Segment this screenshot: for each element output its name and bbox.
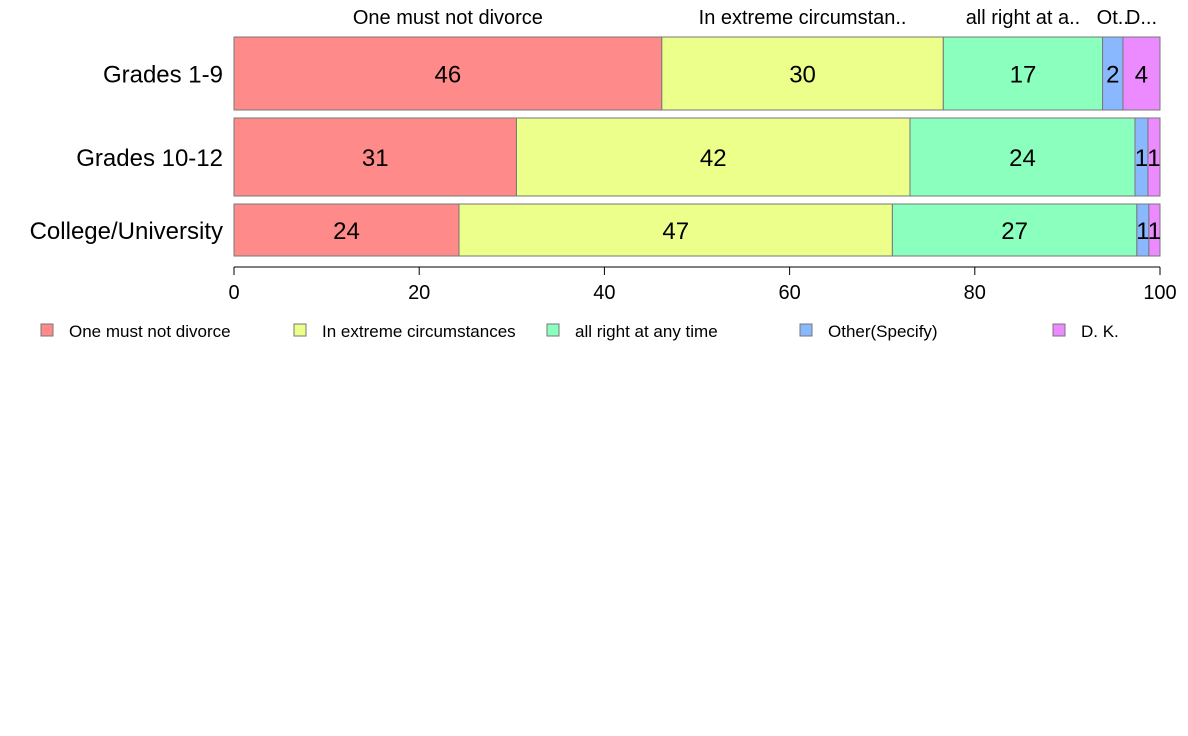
segment-header-labels: One must not divorce In extreme circumsta… [353,7,1157,29]
segment-header-label: One must not divorce [353,7,543,29]
legend-swatch [40,323,54,337]
segment-header-label: D... [1126,7,1157,29]
data-label: 1 [1147,145,1160,172]
data-label: 31 [362,145,389,172]
bar-segment [1147,117,1161,197]
segment-header-label: all right at a.. [966,7,1081,29]
category-label: Grades 1-9 [103,62,223,89]
legend-swatch [546,323,560,337]
data-label: 27 [1001,218,1028,245]
legend-label: all right at any time [575,322,718,341]
data-label: 4 [1135,62,1148,89]
bar-segment [1122,36,1161,111]
bar-segment [458,203,893,257]
legend-label: One must not divorce [69,322,231,341]
segment-header-label: Ot.. [1097,7,1129,29]
bar-segment [233,203,460,257]
category-label: College/University [30,218,223,245]
data-label: 1 [1136,218,1149,245]
data-label: 17 [1010,62,1037,89]
legend-label: Other(Specify) [828,322,938,341]
x-tick-label: 100 [1143,282,1176,304]
bar-segment [661,36,944,111]
category-label: Grades 10-12 [76,145,223,172]
x-axis: 0 20 40 60 80 100 [228,266,1177,304]
data-label: 47 [662,218,689,245]
data-label: 1 [1148,218,1161,245]
bar-segment [515,117,911,197]
x-tick-label: 0 [228,282,239,304]
x-tick-label: 60 [778,282,800,304]
x-tick-label: 80 [964,282,986,304]
bar-segments: 46 30 17 2 431 42 24 1 124 47 27 11 [233,36,1161,257]
bar-segment [891,203,1138,257]
data-label: 42 [700,145,727,172]
data-label: 1 [1135,145,1148,172]
segment-header-label: In extreme circumstan.. [699,7,907,29]
x-tick-label: 40 [593,282,615,304]
legend: One must not divorce In extreme circumsta… [40,322,1119,341]
category-labels: Grades 1-9 Grades 10-12 College/University [30,62,223,246]
legend-swatch [293,323,307,337]
bar-segment [1148,203,1161,257]
bar-segment [909,117,1136,197]
legend-label: In extreme circumstances [322,322,516,341]
data-label: 2 [1106,62,1119,89]
data-label: 24 [333,218,360,245]
legend-swatch [1052,323,1066,337]
legend-label: D. K. [1081,322,1119,341]
bar-segment [233,117,517,197]
data-label: 24 [1009,145,1036,172]
x-tick-label: 20 [408,282,430,304]
data-label: 30 [789,62,816,89]
bar-segment [942,36,1104,111]
legend-swatch [799,323,813,337]
data-label: 46 [435,62,462,89]
bar-segment [233,36,663,111]
